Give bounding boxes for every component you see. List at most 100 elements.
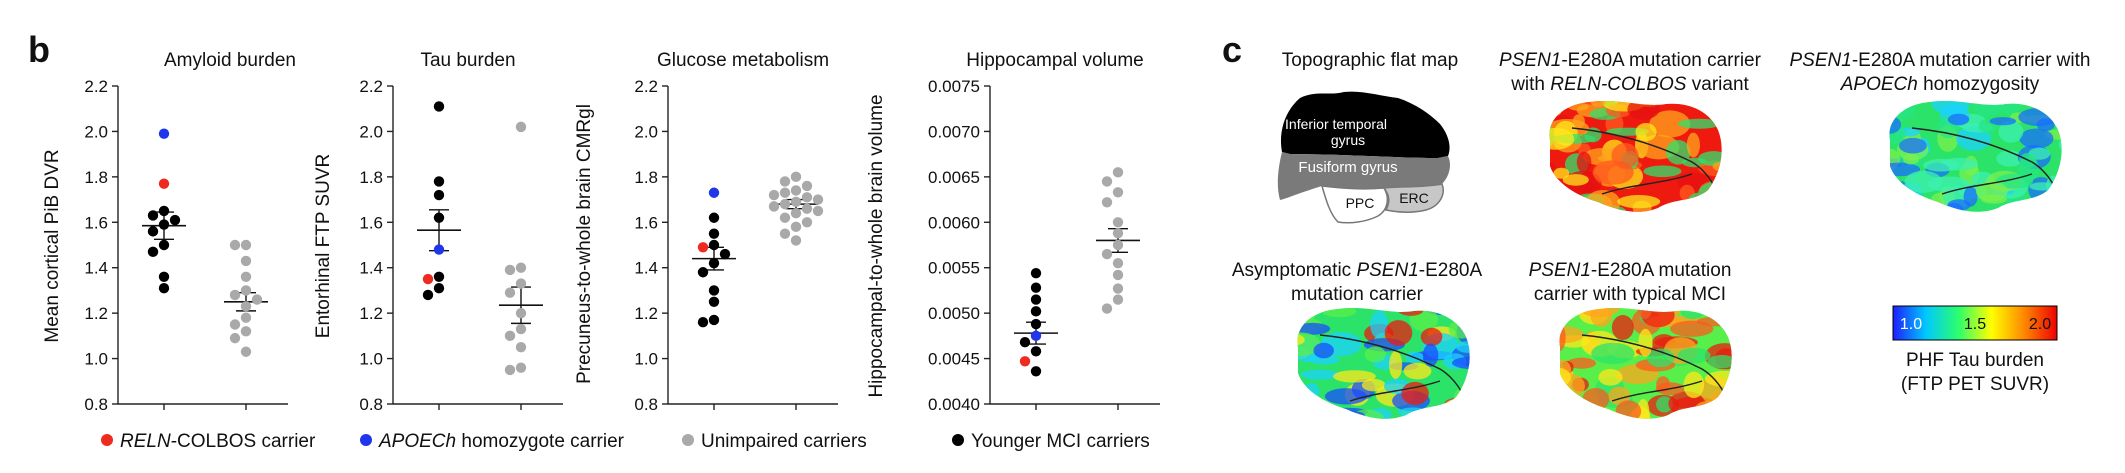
heatmap-blob (1297, 313, 1304, 327)
legend-item-mci: Younger MCI carriers (952, 431, 1150, 452)
data-point (240, 301, 252, 312)
data-point (790, 208, 802, 219)
data-point (1030, 318, 1042, 330)
heatmap-blob (1904, 170, 1943, 193)
y-tick-label: 2.2 (634, 77, 658, 96)
heatmap-blob (1332, 370, 1376, 383)
y-tick-label: 1.2 (359, 304, 383, 323)
heatmap-blob (1643, 165, 1682, 178)
data-point (240, 271, 252, 282)
heatmap-blob (1451, 356, 1470, 370)
data-point (240, 285, 252, 296)
data-point (1112, 294, 1124, 305)
heatmap-blob (1677, 118, 1721, 129)
data-point (1112, 257, 1124, 269)
region-label-erc: ERC (1399, 190, 1429, 206)
data-point (1030, 267, 1042, 279)
colorbar-tick-mid: 1.5 (1964, 316, 1986, 333)
legend-item-reln: RELN-COLBOS carrier (101, 431, 316, 452)
legend-item-apoech: APOECh homozygote carrier (360, 431, 625, 452)
data-point (433, 101, 445, 112)
legend-swatch-mci (952, 434, 964, 446)
heatmap-blob (1670, 320, 1714, 337)
legend-label-unimpaired: Unimpaired carriers (701, 431, 867, 452)
heatmap-blob (1432, 407, 1470, 419)
data-point (697, 267, 709, 278)
y-tick-label: 1.2 (634, 304, 658, 323)
sulcus-line (1611, 380, 1703, 402)
data-point (1101, 248, 1113, 260)
data-point (790, 171, 802, 183)
data-point (158, 219, 170, 230)
heatmap-blob (1707, 354, 1732, 369)
heatmap-blob (1668, 413, 1696, 419)
sulcus-line (1581, 334, 1725, 394)
y-tick-label: 2.2 (359, 77, 383, 96)
map-subtitle-apoech: APOECh homozygosity (1840, 74, 2040, 95)
heatmap-blob (1598, 368, 1623, 386)
data-point (515, 362, 527, 373)
heatmap-blob (1329, 410, 1366, 419)
heatmap-blob (1389, 351, 1403, 379)
heatmap-blob (1889, 175, 1900, 198)
y-tick-label: 1.4 (359, 259, 383, 278)
heatmap-blob (1404, 413, 1424, 419)
colorbar-label: PHF Tau burden (1906, 350, 2044, 371)
y-tick-label: 0.0050 (928, 304, 980, 323)
data-point (790, 235, 802, 246)
heatmap-asymptomatic-carrier (1297, 308, 1470, 419)
heatmap-blob (1686, 132, 1700, 158)
data-point (1019, 356, 1031, 367)
heatmap-blob (1324, 388, 1368, 405)
heatmap-blob (1697, 151, 1722, 167)
data-point (158, 178, 170, 189)
data-point (433, 176, 445, 187)
data-point (719, 248, 731, 260)
y-tick-label: 2.0 (359, 122, 383, 141)
legend: RELN-COLBOS carrier APOECh homozygote ca… (101, 431, 1150, 452)
heatmap-blob (1297, 381, 1306, 407)
map-subtitle-asymptomatic: mutation carrier (1291, 284, 1424, 305)
data-point (504, 287, 516, 298)
panel-label-c: c (1222, 29, 1242, 70)
data-point (229, 289, 241, 301)
data-point (515, 278, 527, 289)
heatmap-blob (1591, 342, 1635, 365)
data-point (169, 214, 181, 226)
data-point (1030, 282, 1042, 293)
heatmap-blob (1700, 200, 1715, 212)
heatmap-blob (1549, 191, 1571, 209)
y-axis-label: Precuneus-to-whole brain CMRgl (574, 104, 595, 384)
heatmap-blob (1947, 113, 1970, 126)
heatmap-blob (1590, 101, 1606, 107)
data-point (801, 180, 813, 192)
legend-label-mci: Younger MCI carriers (971, 431, 1150, 452)
heatmap-typical-mci-carrier (1559, 308, 1732, 419)
y-tick-label: 0.8 (359, 395, 383, 414)
legend-swatch-unimpaired (682, 434, 694, 446)
heatmap-blob (1704, 370, 1732, 387)
data-point (515, 342, 527, 353)
heatmap-blob (1693, 400, 1724, 419)
amyloid-burden-chart: Amyloid burden Mean cortical PiB DVR 0.8… (42, 50, 296, 414)
heatmap-blob (1559, 397, 1569, 419)
sulcus-line (1319, 334, 1463, 394)
map-title-reln: PSEN1-E280A mutation carrier (1499, 50, 1762, 71)
data-point (697, 317, 709, 328)
data-point (801, 192, 813, 203)
data-point (240, 346, 252, 357)
map-title-mci: PSEN1-E280A mutation (1529, 260, 1732, 281)
heatmap-blob (1899, 137, 1927, 154)
heatmap-blob (1975, 181, 2008, 202)
heatmap-blob (1398, 407, 1428, 417)
data-point (1112, 187, 1124, 198)
heatmap-blob (1635, 122, 1657, 142)
colorbar-sublabel: (FTP PET SUVR) (1901, 374, 2049, 395)
data-point (1112, 167, 1124, 178)
heatmap-blob (1712, 161, 1722, 171)
heatmap-blob (1998, 101, 2022, 114)
data-point (1101, 176, 1113, 187)
data-point (515, 121, 527, 133)
heatmap-blob (1567, 357, 1597, 369)
data-point (229, 239, 241, 251)
